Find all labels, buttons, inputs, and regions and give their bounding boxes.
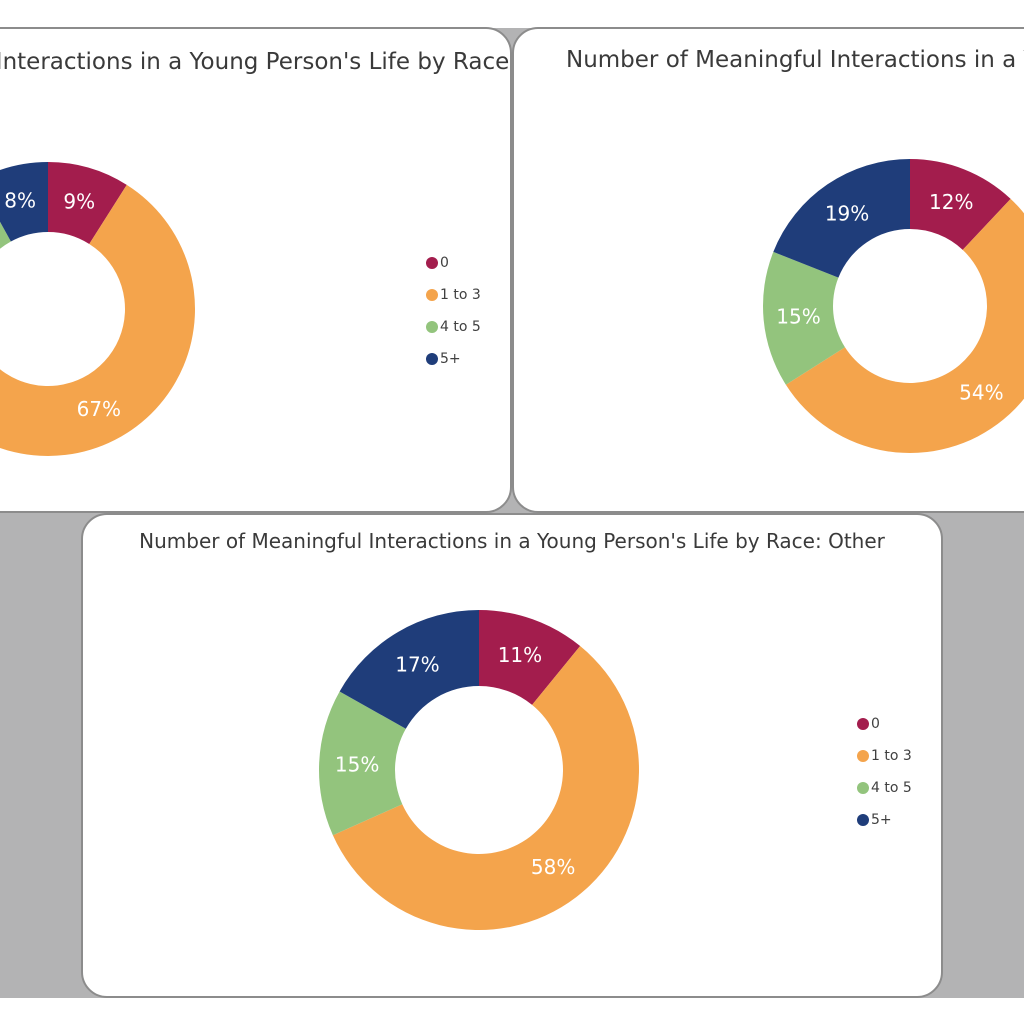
legend-label: 4 to 5: [440, 319, 481, 335]
legend-swatch: [857, 718, 869, 730]
legend-label: 1 to 3: [440, 287, 481, 303]
chart-title: Number of Meaningful Interactions in a Y…: [566, 47, 1024, 73]
donut-slice-1-to-3: [332, 646, 639, 930]
legend-label: 5+: [440, 351, 461, 367]
data-label: 67%: [77, 397, 121, 421]
donut-slice-5-: [0, 162, 48, 242]
legend-item: 0: [426, 247, 481, 279]
donut-slice-0: [479, 610, 581, 705]
legend-swatch: [426, 321, 438, 333]
chart-card-nhpi: Number of Meaningful Interactions in a Y…: [512, 27, 1024, 513]
bottom-strip: [0, 998, 1024, 1024]
donut-slice-4-to-5: [319, 691, 406, 836]
data-label: 19%: [825, 201, 869, 225]
legend-item: 0: [857, 708, 912, 740]
legend: 0 1 to 3 4 to 5 5+: [426, 247, 481, 375]
legend-label: 0: [871, 716, 880, 732]
data-label: 8%: [4, 189, 36, 213]
donut-slice-4-to-5: [0, 221, 11, 249]
donut-chart-nhpi: 12% 54% 15% 19%: [763, 159, 1024, 453]
data-label: 58%: [531, 855, 575, 879]
data-label: 15%: [776, 305, 820, 329]
data-label: 15%: [335, 752, 379, 776]
data-label: 54%: [959, 380, 1003, 404]
donut-slice-4-to-5: [763, 251, 845, 385]
legend-swatch: [426, 353, 438, 365]
legend-swatch: [857, 814, 869, 826]
legend-item: 4 to 5: [426, 311, 481, 343]
data-label: 9%: [63, 189, 95, 213]
legend-swatch: [857, 782, 869, 794]
legend-swatch: [426, 289, 438, 301]
legend-item: 5+: [426, 343, 481, 375]
donut-chart-other: 11% 58% 15% 17%: [319, 610, 639, 930]
chart-title: Number of Meaningful Interactions in a Y…: [0, 49, 512, 75]
data-label: 11%: [498, 643, 542, 667]
legend-swatch: [426, 257, 438, 269]
donut-chart-asian: 9% 67% 8%: [0, 162, 195, 456]
top-strip: [0, 0, 1024, 28]
chart-title: Number of Meaningful Interactions in a Y…: [139, 529, 885, 553]
donut-slice-1-to-3: [0, 184, 195, 456]
data-label: 17%: [395, 653, 439, 677]
legend-label: 5+: [871, 812, 892, 828]
chart-card-asian: Number of Meaningful Interactions in a Y…: [0, 27, 512, 513]
legend-item: 1 to 3: [857, 740, 912, 772]
donut-slice-0: [48, 162, 127, 244]
legend-label: 4 to 5: [871, 780, 912, 796]
legend: 0 1 to 3 4 to 5 5+: [857, 708, 912, 836]
chart-card-other: Number of Meaningful Interactions in a Y…: [81, 513, 943, 998]
legend-item: 5+: [857, 804, 912, 836]
legend-item: 1 to 3: [426, 279, 481, 311]
donut-slice-5-: [339, 610, 479, 729]
legend-swatch: [857, 750, 869, 762]
legend-label: 1 to 3: [871, 748, 912, 764]
donut-slice-0: [910, 159, 1011, 250]
legend-label: 0: [440, 255, 449, 271]
legend-item: 4 to 5: [857, 772, 912, 804]
donut-slice-5-: [773, 159, 910, 278]
data-label: 12%: [929, 190, 973, 214]
donut-slice-1-to-3: [785, 198, 1024, 453]
